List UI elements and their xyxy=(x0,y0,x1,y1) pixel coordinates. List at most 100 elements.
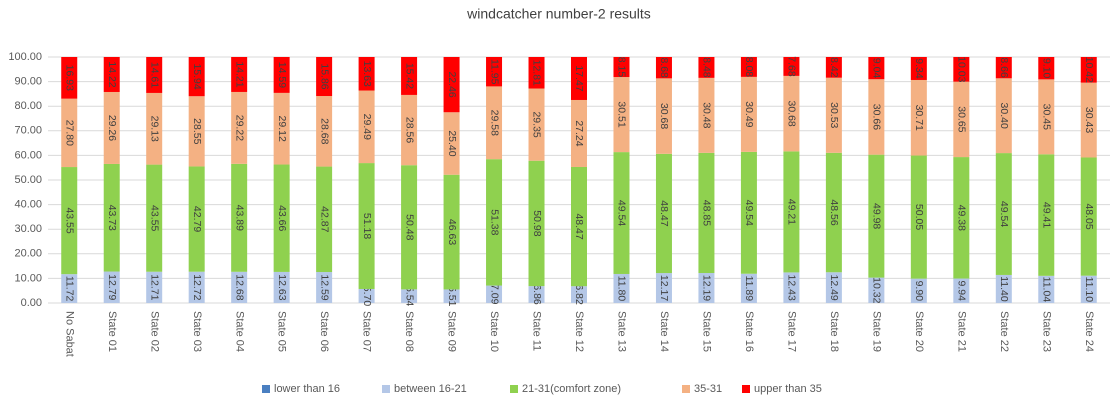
bar-segment xyxy=(698,152,715,274)
legend-marker xyxy=(742,385,750,393)
bar-segment xyxy=(316,96,333,167)
data-label: 12.71 xyxy=(148,274,160,300)
bar-segment xyxy=(486,159,503,286)
bar-segment xyxy=(188,57,205,97)
bar-segment xyxy=(571,166,587,287)
data-label: 11.95 xyxy=(488,59,500,85)
bar-segment xyxy=(613,152,630,274)
data-label: 5.70 xyxy=(361,286,373,307)
bar-segment xyxy=(698,273,715,303)
bar-segment xyxy=(910,57,927,80)
data-label: 12.68 xyxy=(233,274,245,300)
x-tick-label: State 09 xyxy=(446,311,458,352)
bar-segment xyxy=(783,151,800,273)
bar-segment xyxy=(486,285,503,303)
bar-segment xyxy=(953,57,970,82)
data-label: 12.63 xyxy=(276,274,288,300)
x-tick-label: State 14 xyxy=(658,311,670,352)
bar-segment xyxy=(740,151,757,274)
data-label: 29.49 xyxy=(361,114,373,140)
y-tick-label: 10.00 xyxy=(14,272,42,284)
bar-segment xyxy=(995,78,1012,154)
bar-segment xyxy=(655,57,672,79)
y-tick-label: 50.00 xyxy=(14,174,42,186)
bar-segment xyxy=(740,57,757,77)
bar-segment xyxy=(868,277,885,303)
bar-segment xyxy=(103,163,120,272)
legend-marker xyxy=(382,385,390,393)
x-tick-label: State 16 xyxy=(743,311,755,352)
legend-label: lower than 16 xyxy=(274,383,340,395)
x-tick-label: State 17 xyxy=(785,311,797,352)
data-label: 14.61 xyxy=(148,62,160,88)
bar-segment xyxy=(231,271,248,303)
data-label: 8.15 xyxy=(616,57,628,78)
data-label: 22.46 xyxy=(446,71,458,97)
bar-segment xyxy=(740,273,757,303)
data-label: 6.86 xyxy=(531,284,543,305)
bar-segment xyxy=(571,99,587,167)
data-label: 29.26 xyxy=(106,115,118,141)
y-tick-label: 70.00 xyxy=(14,125,42,137)
data-label: 43.66 xyxy=(276,205,288,231)
data-label: 12.43 xyxy=(786,275,798,301)
data-label: 11.10 xyxy=(1083,277,1095,303)
x-tick-label: State 08 xyxy=(403,311,415,352)
x-tick-label: State 10 xyxy=(488,311,500,352)
bar-segment xyxy=(486,86,503,160)
data-label: 12.59 xyxy=(318,274,330,300)
bar-segment xyxy=(401,94,418,166)
data-label: 10.32 xyxy=(871,277,883,303)
data-label: 11.80 xyxy=(616,276,628,302)
data-label: 8.68 xyxy=(658,57,670,78)
x-tick-label: State 19 xyxy=(870,311,882,352)
x-tick-label: State 01 xyxy=(106,311,118,352)
bar-segment xyxy=(358,288,375,303)
data-label: 15.42 xyxy=(403,63,415,89)
bar-segment xyxy=(401,289,418,303)
data-label: 30.49 xyxy=(743,101,755,127)
x-tick-label: State 23 xyxy=(1040,311,1052,352)
bar-segment xyxy=(316,166,333,273)
bar-segment xyxy=(358,163,375,289)
y-tick-label: 100.00 xyxy=(8,51,42,63)
x-tick-label: State 13 xyxy=(616,311,628,352)
bar-segment xyxy=(995,274,1012,303)
bar-segment xyxy=(401,57,418,95)
chart-title: windcatcher number-2 results xyxy=(466,6,651,22)
data-label: 29.58 xyxy=(488,110,500,136)
data-label: 30.45 xyxy=(1040,104,1052,130)
bar-segment xyxy=(953,81,970,158)
data-label: 43.73 xyxy=(106,205,118,231)
bar-segment xyxy=(188,166,205,272)
data-label: 30.40 xyxy=(998,103,1010,129)
data-label: 7.09 xyxy=(488,284,500,305)
data-label: 51.18 xyxy=(361,213,373,239)
bar-segment xyxy=(1038,79,1055,155)
data-label: 5.51 xyxy=(446,286,458,307)
bar-segment xyxy=(61,98,78,168)
legend-marker xyxy=(682,385,690,393)
data-label: 30.68 xyxy=(786,100,798,126)
bar-segment xyxy=(443,289,460,303)
data-label: 10.03 xyxy=(956,56,968,82)
bar-segment xyxy=(146,164,163,272)
data-label: 30.51 xyxy=(616,101,628,127)
bar-segment xyxy=(273,57,290,93)
bar-segment xyxy=(655,273,672,303)
legend-marker xyxy=(262,385,270,393)
data-label: 25.40 xyxy=(446,130,458,156)
data-label: 12.49 xyxy=(828,274,840,300)
data-label: 49.54 xyxy=(998,201,1010,227)
bar-segment xyxy=(358,57,375,91)
bar-segment xyxy=(316,57,333,97)
bar-segment xyxy=(910,79,927,156)
x-tick-label: State 02 xyxy=(148,311,160,352)
data-label: 30.43 xyxy=(1083,107,1095,133)
data-label: 9.10 xyxy=(1040,58,1052,79)
data-label: 43.55 xyxy=(63,207,75,233)
bar-segment xyxy=(571,57,587,100)
bar-segment xyxy=(825,272,842,303)
bar-segment xyxy=(188,271,205,303)
